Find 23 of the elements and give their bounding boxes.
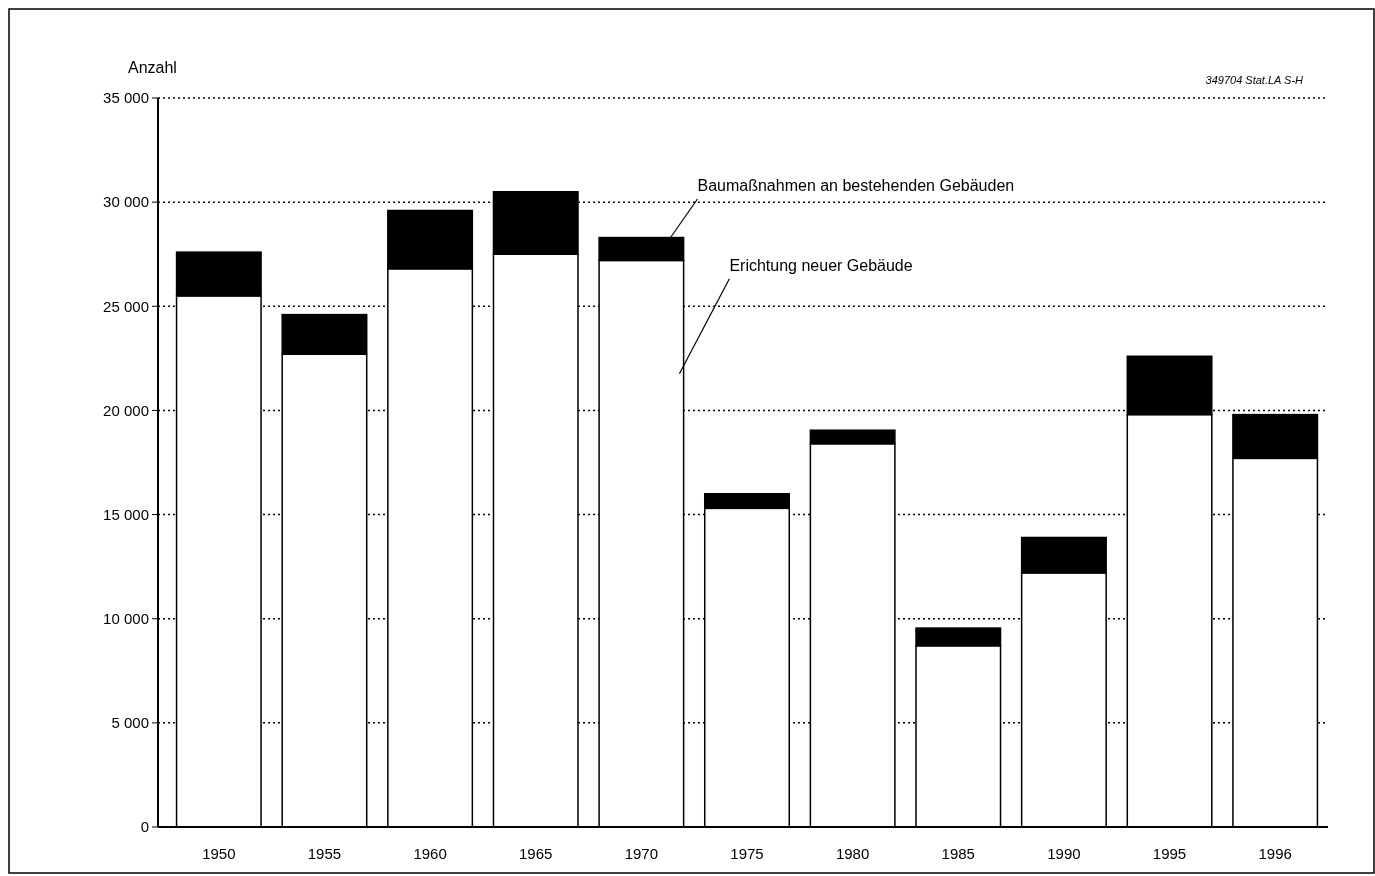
y-tick-label: 0 [140, 818, 149, 836]
y-tick-label: 30 000 [103, 193, 149, 211]
x-tick-label: 1995 [1152, 845, 1187, 862]
y-tick-label: 10 000 [103, 609, 149, 627]
y-tick-label: 25 000 [103, 297, 149, 315]
text: Baumaßnahmen an bestehenden Gebäuden [697, 177, 1015, 195]
x-tick-label: 1996 [1258, 845, 1292, 862]
x-tick-label: 1965 [519, 845, 553, 862]
text: Erichtung neuer Gebäude [729, 256, 913, 274]
y-tick-label: 15 000 [103, 505, 149, 523]
y-tick-label: 5 000 [111, 714, 149, 732]
x-tick-label: 1970 [624, 845, 659, 862]
x-tick-label: 1955 [307, 845, 342, 862]
y-tick-label: 20 000 [103, 401, 149, 419]
x-tick-label: 1960 [413, 845, 447, 862]
y-axis-title: Anzahl [128, 59, 177, 76]
x-tick-label: 1975 [730, 845, 764, 862]
x-tick-label: 1990 [1047, 845, 1081, 862]
x-tick-label: 1950 [202, 845, 236, 862]
x-tick-label: 1980 [835, 845, 870, 862]
y-tick-label: 35 000 [103, 89, 149, 107]
x-tick-label: 1985 [941, 845, 975, 862]
text: 349704 Stat.LA S-H [1205, 74, 1304, 86]
